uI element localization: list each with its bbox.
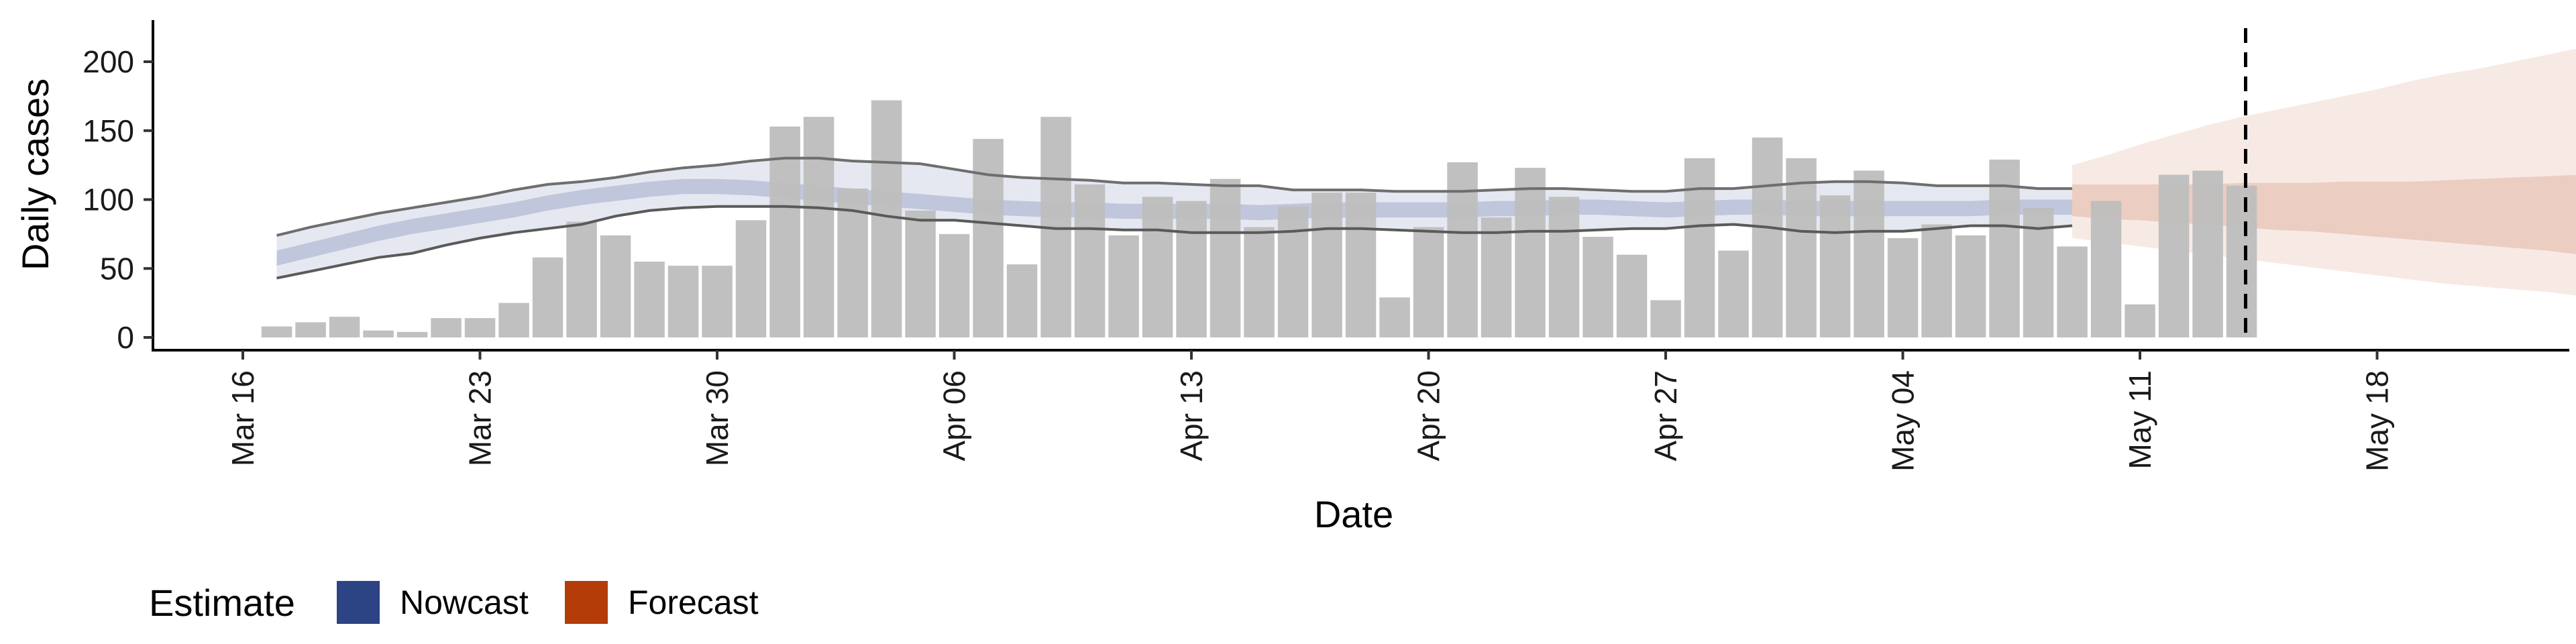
case-bar — [938, 233, 970, 337]
case-bar — [1210, 178, 1241, 337]
case-bar — [1718, 250, 1749, 337]
y-tick-label: 100 — [83, 182, 134, 217]
case-bar — [1142, 197, 1173, 337]
nowcast-upper-line — [276, 156, 2072, 237]
nowcast-outer-band — [276, 158, 2072, 278]
case-bar — [1582, 237, 1613, 337]
case-bar — [1921, 224, 1952, 337]
case-bar — [1345, 193, 1377, 337]
x-axis-ticks: Mar 16 Mar 23 Mar 30 Apr 06 Apr 13 Apr 20 Apr … — [225, 350, 2395, 472]
case-bar — [1752, 138, 1783, 337]
case-bar — [803, 117, 835, 337]
case-bar — [871, 100, 902, 337]
case-bar — [2090, 201, 2122, 337]
case-bar — [1413, 227, 1444, 337]
x-tick-label: Apr 13 — [1174, 370, 1209, 462]
case-bar — [735, 220, 767, 337]
case-bar — [905, 210, 936, 337]
case-bar — [566, 221, 597, 337]
case-bar — [532, 257, 564, 337]
y-tick-label: 50 — [100, 251, 134, 286]
y-axis-title: Daily cases — [14, 78, 56, 270]
x-tick-label: May 18 — [2360, 370, 2395, 472]
legend-label-nowcast: Nowcast — [400, 584, 529, 621]
axes — [152, 20, 2569, 352]
y-tick-label: 200 — [83, 44, 134, 79]
case-bar — [1074, 184, 1106, 337]
x-tick-label: Mar 30 — [700, 370, 735, 466]
case-bar — [1887, 238, 1919, 337]
x-tick-label: Apr 20 — [1411, 370, 1446, 462]
x-tick-label: Mar 16 — [225, 370, 260, 466]
legend-swatch-forecast — [565, 581, 608, 624]
legend: Estimate Nowcast Forecast — [149, 581, 759, 624]
case-bar — [1955, 235, 1986, 337]
case-bar — [667, 266, 699, 337]
case-bar — [363, 330, 394, 337]
case-bar — [1447, 162, 1478, 337]
case-bar — [295, 322, 326, 337]
case-bar — [2226, 185, 2257, 337]
case-bar — [1006, 264, 1038, 337]
legend-swatch-nowcast — [337, 581, 380, 624]
x-axis-title: Date — [1314, 493, 1393, 535]
case-bar — [2158, 174, 2190, 337]
case-bar — [1616, 254, 1648, 337]
case-bar — [1277, 206, 1309, 337]
case-bar — [1854, 170, 1884, 337]
case-bar — [1379, 297, 1410, 337]
x-tick-label: May 11 — [2123, 370, 2157, 469]
case-bar — [431, 318, 462, 337]
case-bar — [1819, 195, 1851, 337]
case-bar — [1515, 168, 1546, 337]
case-bar — [2057, 246, 2088, 337]
x-tick-label: Apr 27 — [1648, 370, 1683, 462]
forecast-outer-band — [2072, 48, 2576, 296]
case-bar — [1786, 158, 1817, 338]
nowcast-lower-line — [276, 205, 2073, 280]
y-tick-label: 150 — [83, 113, 134, 148]
case-bar — [396, 331, 428, 337]
case-bar — [600, 235, 631, 337]
case-bar — [973, 139, 1004, 337]
case-bar — [702, 266, 733, 337]
case-bar — [329, 317, 360, 337]
case-bar — [2192, 170, 2223, 337]
case-bar — [769, 126, 800, 337]
case-bar — [1481, 217, 1512, 337]
y-tick-label: 0 — [117, 320, 134, 355]
case-bar — [1176, 201, 1207, 337]
y-axis-ticks: 0 50 100 150 200 — [83, 44, 153, 355]
case-bar — [1548, 197, 1580, 337]
case-bar — [498, 303, 529, 337]
case-bar — [1311, 193, 1342, 337]
case-bar — [1989, 159, 2020, 337]
legend-title: Estimate — [149, 582, 295, 624]
case-bars — [261, 100, 2257, 338]
case-bar — [1684, 158, 1715, 338]
x-tick-label: Mar 23 — [463, 370, 498, 466]
case-bar — [1108, 235, 1139, 337]
case-bar — [464, 318, 496, 337]
x-tick-label: Apr 06 — [937, 370, 972, 462]
legend-label-forecast: Forecast — [628, 584, 759, 621]
x-tick-label: May 04 — [1886, 370, 1921, 472]
case-bar — [634, 262, 665, 337]
nowcast-interval-lines — [276, 156, 2073, 280]
case-bar — [1244, 227, 1275, 337]
case-bar — [2125, 304, 2155, 337]
case-bar — [1650, 300, 1681, 337]
case-bar — [261, 326, 292, 337]
